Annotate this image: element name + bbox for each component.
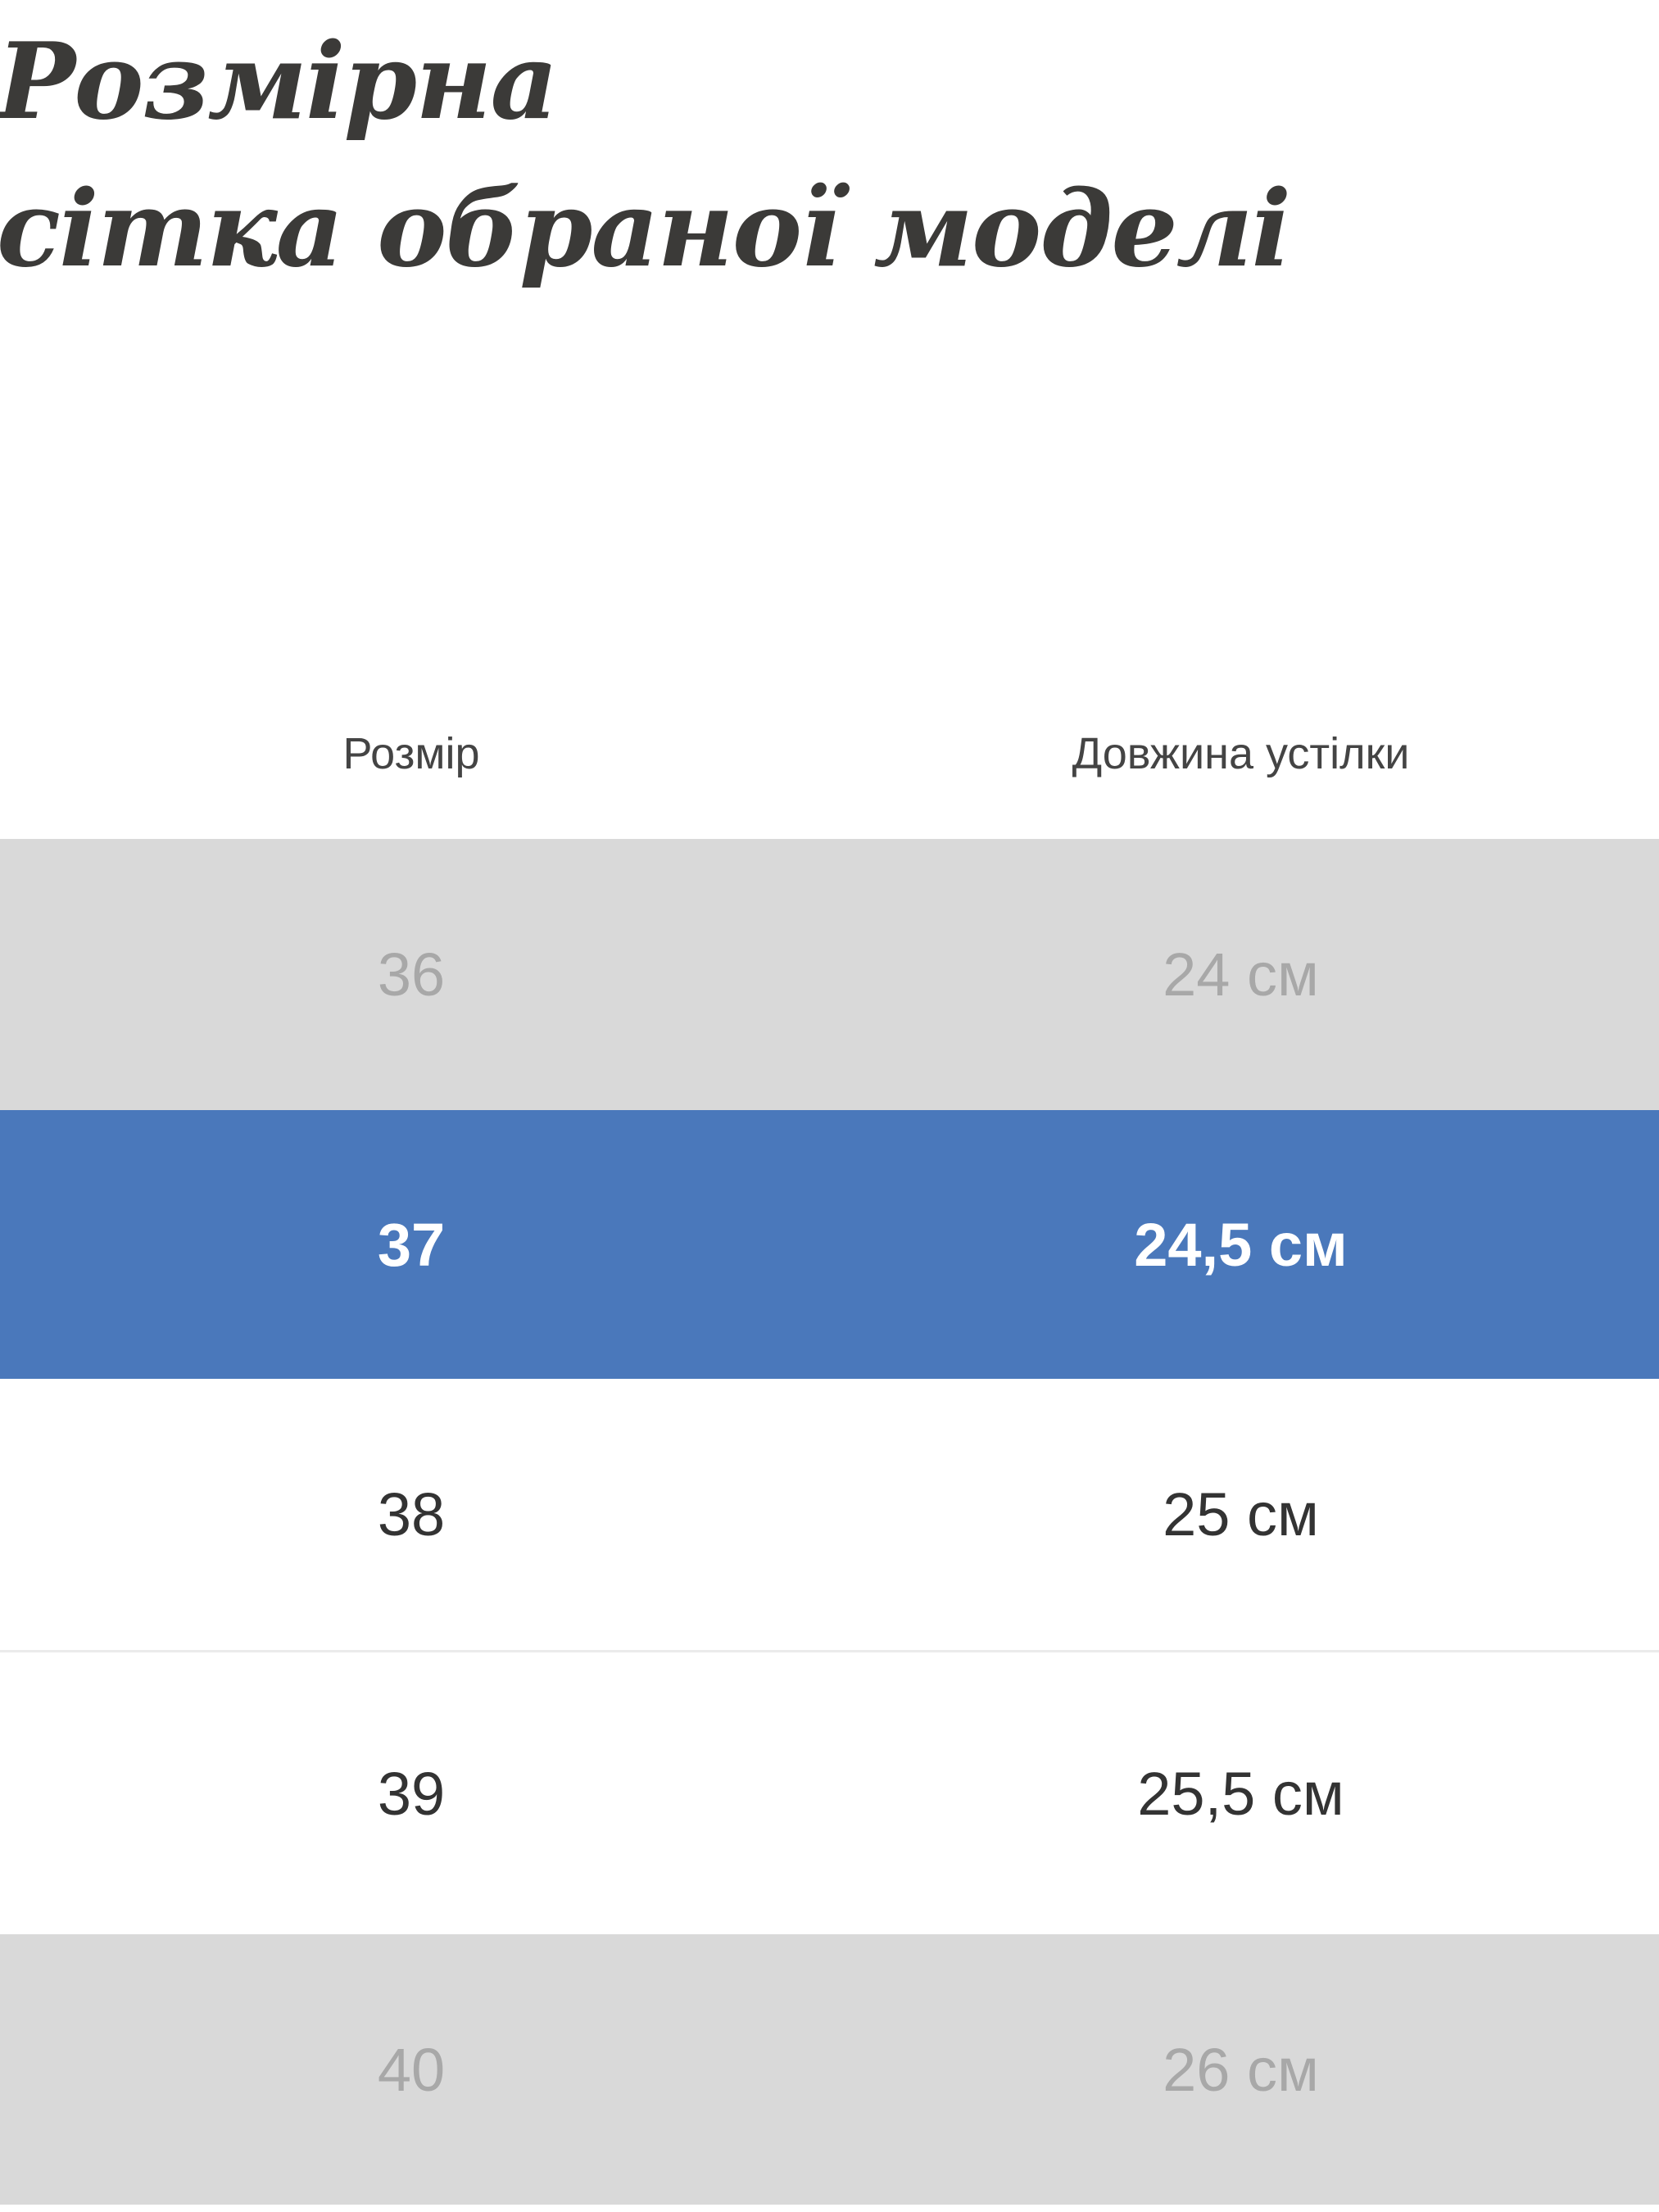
length-cell: 25,5 см xyxy=(1137,1759,1344,1828)
header-size: Розмір xyxy=(342,729,480,778)
size-cell: 38 xyxy=(377,1480,446,1548)
title-line-2: сітка обраної моделі xyxy=(0,168,1291,291)
length-cell: 24 см xyxy=(1163,941,1319,1009)
length-cell: 26 см xyxy=(1163,2035,1319,2104)
length-cell: 24,5 см xyxy=(1134,1210,1348,1279)
table-row-size-38[interactable]: 38 25 см xyxy=(0,1379,1659,1650)
table-row-size-36[interactable]: 36 24 см xyxy=(0,839,1659,1110)
table-row-size-40[interactable]: 40 26 см xyxy=(0,1934,1659,2205)
length-cell: 25 см xyxy=(1163,1480,1319,1548)
title-line-1: Розмірна xyxy=(0,20,558,143)
size-cell: 36 xyxy=(377,941,446,1009)
size-cell: 40 xyxy=(377,2035,446,2104)
size-cell: 37 xyxy=(377,1210,446,1279)
row-divider xyxy=(0,1650,1659,1652)
table-row-size-37-selected[interactable]: 37 24,5 см xyxy=(0,1110,1659,1379)
table-row-size-39[interactable]: 39 25,5 см xyxy=(0,1652,1659,1934)
header-insole-length: Довжина устілки xyxy=(1072,729,1410,778)
page-title: Розмірна сітка обраної моделі xyxy=(0,8,1291,303)
size-cell: 39 xyxy=(377,1759,446,1828)
table-header: Розмір Довжина устілки xyxy=(0,721,1659,786)
